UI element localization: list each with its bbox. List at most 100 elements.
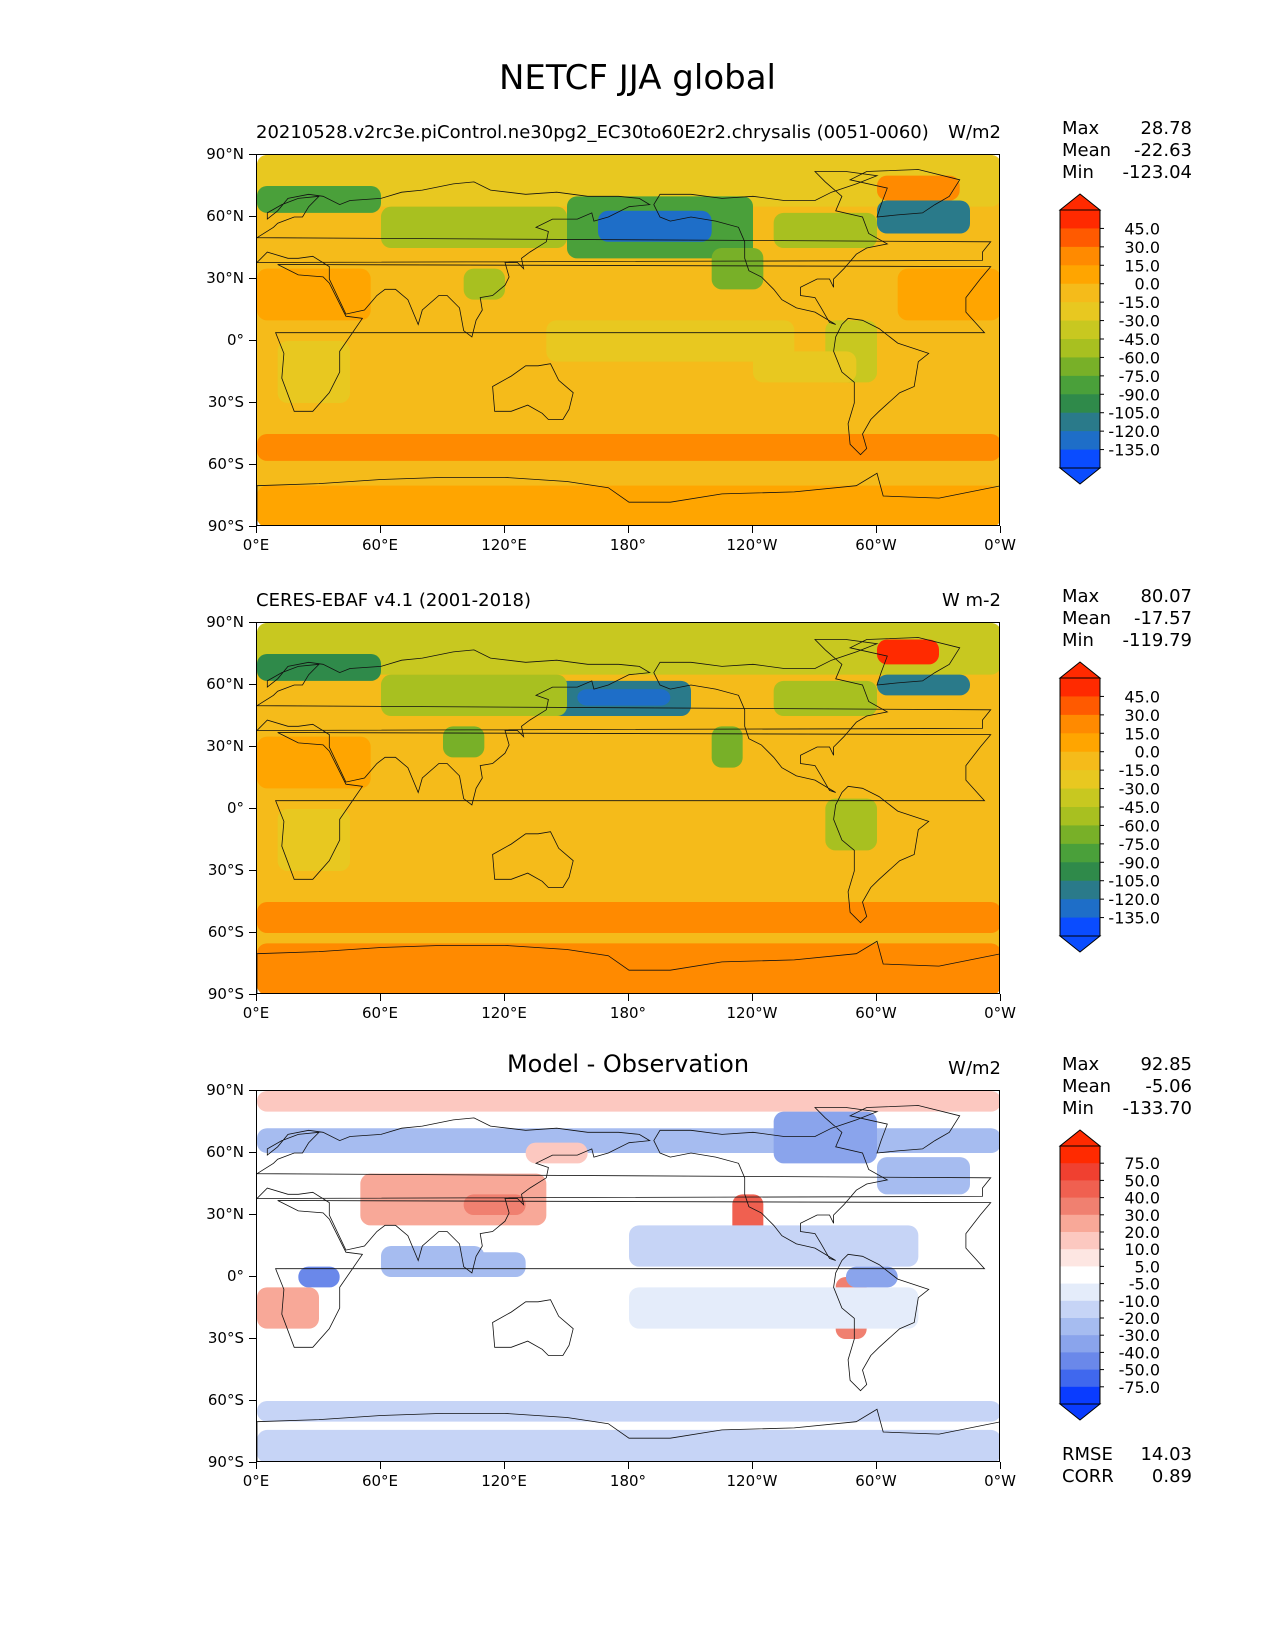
coastline: [257, 1408, 999, 1461]
lon-tick-label: 180°: [609, 536, 647, 554]
stat-max: 28.78: [1140, 118, 1192, 139]
lon-tick: [876, 994, 877, 1001]
colorbar-segment: [1060, 696, 1100, 716]
colorbar-segment: [1060, 880, 1100, 900]
colorbar-segment: [1060, 825, 1100, 845]
field-region: [629, 1225, 919, 1267]
colorbar-tick-label: 20.0: [1124, 1223, 1160, 1242]
colorbar-extend-max: [1058, 193, 1102, 211]
lat-tick-label: 30°S: [207, 1329, 244, 1347]
colorbar-svg: 45.030.015.00.0-15.0-30.0-45.0-60.0-75.0…: [1058, 193, 1160, 485]
field-region: [257, 485, 999, 525]
field-region: [381, 674, 567, 716]
field-region: [877, 200, 970, 234]
colorbar-segment: [1060, 1318, 1100, 1336]
lon-tick: [380, 994, 381, 1001]
stat-min: -119.79: [1122, 630, 1192, 651]
lon-tick-label: 0°E: [242, 536, 270, 554]
lon-tick: [504, 994, 505, 1001]
colorbar-segment: [1060, 1369, 1100, 1388]
stats-box: Max 92.85 Mean -5.06 Min -133.70: [1062, 1054, 1192, 1119]
lat-tick: [249, 808, 256, 809]
lat-tick-label: 90°N: [206, 145, 244, 163]
colorbar-segment: [1060, 1300, 1100, 1319]
colorbar-segment: [1060, 1283, 1100, 1302]
lat-tick: [249, 402, 256, 403]
field-region: [257, 1401, 999, 1422]
colorbar-tick-label: -135.0: [1108, 441, 1160, 460]
lon-tick-label: 0°W: [984, 1004, 1016, 1022]
lon-tick: [752, 994, 753, 1001]
field-region: [463, 1194, 526, 1215]
lat-tick-label: 90°S: [207, 985, 244, 1003]
lon-tick: [380, 1462, 381, 1469]
colorbar-segment: [1060, 899, 1100, 919]
panel-title: Model - Observation: [506, 1050, 750, 1078]
lat-tick: [249, 746, 256, 747]
colorbar-segment: [1060, 917, 1100, 937]
colorbar-segment: [1060, 320, 1100, 340]
lat-tick: [249, 870, 256, 871]
colorbar-tick-label: -75.0: [1119, 367, 1160, 386]
lon-tick: [504, 1462, 505, 1469]
colorbar-segment: [1060, 807, 1100, 826]
colorbar-tick-label: -30.0: [1119, 780, 1160, 799]
stat-corr: 0.89: [1151, 1466, 1192, 1487]
colorbar-segment: [1060, 714, 1100, 734]
colorbar-segment: [1060, 1352, 1100, 1371]
stat-min: -123.04: [1122, 162, 1192, 183]
colorbar-segment: [1060, 1163, 1100, 1181]
coastline: [653, 639, 889, 793]
lat-tick: [249, 994, 256, 995]
field-region: [546, 320, 795, 362]
colorbar-segment: [1060, 1197, 1100, 1216]
lat-tick-label: 30°S: [207, 861, 244, 879]
colorbar-tick-label: -90.0: [1119, 853, 1160, 872]
rmse-corr-box: RMSE 14.03 CORR 0.89: [1062, 1444, 1192, 1487]
lon-tick-label: 60°E: [361, 1004, 399, 1022]
colorbar-segment: [1060, 283, 1100, 303]
lon-tick: [876, 1462, 877, 1469]
coastline: [257, 940, 999, 993]
colorbar-tick-label: 0.0: [1135, 275, 1160, 294]
field-region: [525, 1142, 588, 1164]
lon-tick-label: 0°E: [242, 1472, 270, 1490]
colorbar-extend-min: [1058, 1403, 1102, 1421]
colorbar-tick-label: 40.0: [1124, 1189, 1160, 1208]
field-region: [257, 1287, 319, 1329]
colorbar-tick-label: -10.0: [1119, 1292, 1160, 1311]
panel-difference: Model - Observation W/m2 Max 92.85 Mean -5…: [0, 1046, 1275, 1491]
colorbar-tick-label: 15.0: [1124, 256, 1160, 275]
colorbar-tick-label: 5.0: [1135, 1257, 1160, 1276]
stat-min: -133.70: [1122, 1098, 1192, 1119]
field-region: [257, 902, 999, 933]
lat-tick-label: 90°S: [207, 517, 244, 535]
lon-tick-label: 120°W: [726, 1004, 778, 1022]
colorbar-tick-label: -15.0: [1119, 761, 1160, 780]
colorbar-tick-label: -90.0: [1119, 385, 1160, 404]
lon-tick: [628, 1462, 629, 1469]
stat-max: 92.85: [1140, 1054, 1192, 1075]
colorbar-segment: [1060, 265, 1100, 285]
field-region: [877, 674, 970, 696]
colorbar-tick-label: 45.0: [1124, 687, 1160, 706]
field-region: [257, 186, 381, 213]
stat-rmse: 14.03: [1140, 1444, 1192, 1465]
colorbar-tick-label: -30.0: [1119, 312, 1160, 331]
colorbar-segment: [1060, 1335, 1100, 1353]
colorbar-tick-label: -20.0: [1119, 1309, 1160, 1328]
lon-tick-label: 0°E: [242, 1004, 270, 1022]
lon-tick-label: 60°W: [855, 1004, 897, 1022]
colorbar-segment: [1060, 751, 1100, 771]
lon-tick-label: 120°W: [726, 1472, 778, 1490]
colorbar-svg: 75.050.040.030.020.010.05.0-5.0-10.0-20.…: [1058, 1129, 1160, 1421]
colorbar-tick-label: -40.0: [1119, 1343, 1160, 1362]
colorbar: 45.0 30.0 15.0 0.0 -15.0 -30.0 -45.0 -60.0 -75.0…: [1058, 660, 1188, 958]
colorbar-tick-label: -30.0: [1119, 1326, 1160, 1345]
coastline: [275, 732, 992, 880]
lat-tick-label: 30°N: [206, 269, 244, 287]
lon-tick-label: 60°W: [855, 536, 897, 554]
field-region: [463, 268, 505, 300]
colorbar-tick-label: -75.0: [1119, 1378, 1160, 1397]
colorbar: 75.0 50.0 40.0 30.0 20.0 10.0 5.0 -5.0 -10.0 -20.…: [1058, 1128, 1188, 1426]
